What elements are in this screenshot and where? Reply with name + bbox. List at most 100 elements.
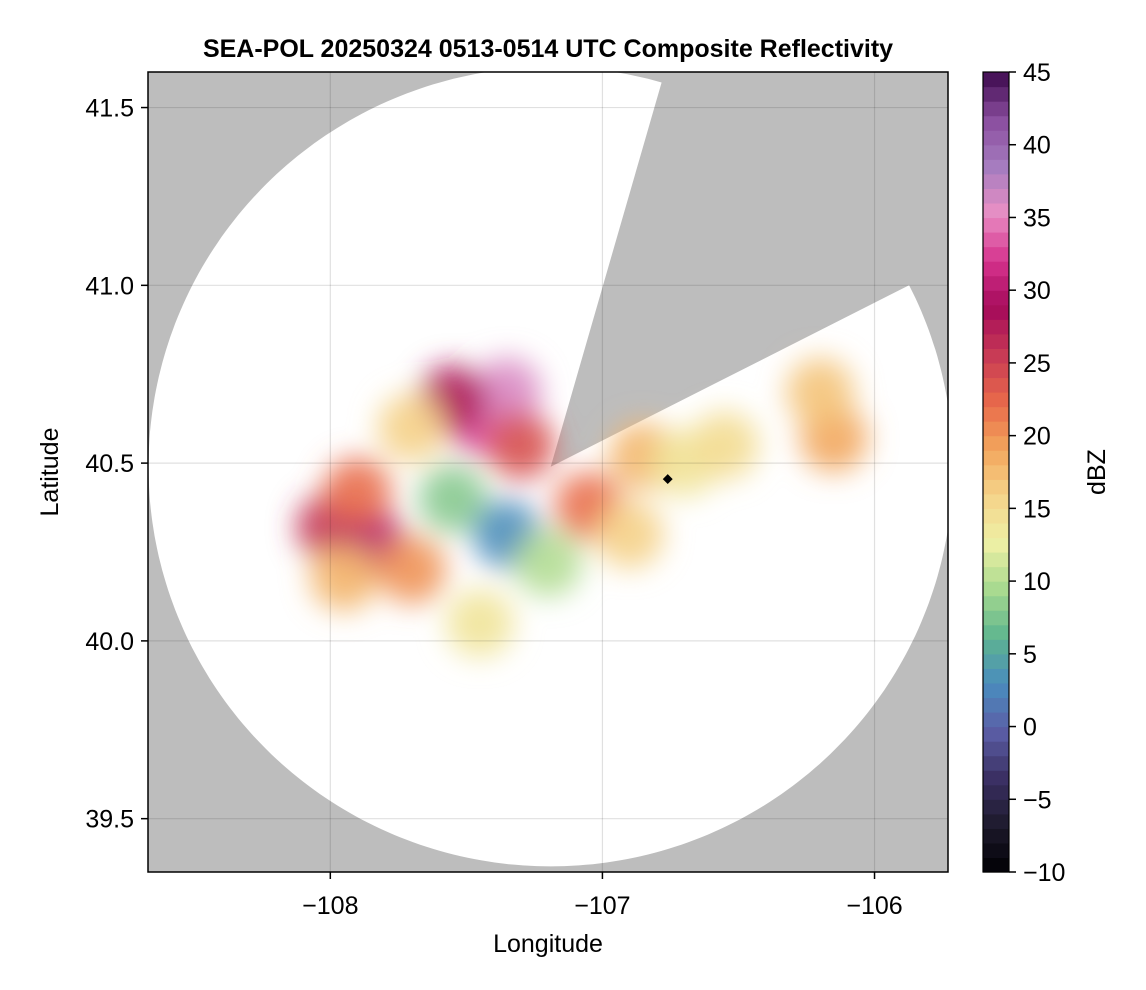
colorbar-segment bbox=[983, 755, 1009, 771]
colorbar-tick-label: 45 bbox=[1023, 59, 1051, 87]
colorbar-label: dBZ bbox=[1083, 449, 1111, 495]
grid-lines bbox=[148, 72, 948, 872]
colorbar-segment bbox=[983, 813, 1009, 829]
colorbar-segment bbox=[983, 188, 1009, 204]
colorbar-segment bbox=[983, 537, 1009, 553]
colorbar-tick-label: 10 bbox=[1023, 568, 1051, 596]
radar-coverage-area bbox=[148, 72, 948, 867]
echo-point bbox=[473, 358, 542, 426]
echo-point bbox=[323, 457, 392, 526]
y-tick-label: 40.0 bbox=[85, 628, 134, 656]
colorbar-segment bbox=[983, 464, 1009, 480]
echo-point bbox=[309, 542, 378, 611]
colorbar-segment bbox=[983, 246, 1009, 262]
colorbar-segment bbox=[983, 362, 1009, 379]
chart-title: SEA-POL 20250324 0513-0514 UTC Composite… bbox=[203, 35, 893, 63]
colorbar-ticks: −10 −5 0 5 10 15 20 25 30 35 40 45 bbox=[1009, 59, 1065, 887]
y-tick-label: 39.5 bbox=[85, 806, 134, 834]
echo-point bbox=[690, 411, 759, 480]
x-tick-label: −106 bbox=[846, 892, 902, 920]
colorbar-segment bbox=[983, 144, 1009, 160]
colorbar-segment bbox=[983, 435, 1009, 451]
colorbar-segment bbox=[983, 217, 1009, 233]
colorbar-segment bbox=[983, 406, 1009, 422]
colorbar-segment bbox=[983, 348, 1009, 364]
colorbar-segment bbox=[983, 392, 1009, 408]
colorbar-segment bbox=[983, 173, 1009, 189]
colorbar-segment bbox=[983, 522, 1009, 539]
colorbar-segment bbox=[983, 304, 1009, 320]
colorbar-segment bbox=[983, 639, 1009, 655]
colorbar-segment bbox=[983, 857, 1009, 873]
plot-frame bbox=[147, 71, 949, 873]
x-axis-ticks: −108 −107 −106 bbox=[302, 872, 903, 920]
colorbar-segment bbox=[983, 595, 1009, 611]
colorbar bbox=[982, 71, 1010, 873]
colorbar-segment bbox=[983, 712, 1009, 728]
echo-layer bbox=[296, 358, 868, 658]
colorbar-segment bbox=[983, 770, 1009, 786]
colorbar-segment bbox=[983, 552, 1009, 568]
colorbar-tick-label: 25 bbox=[1023, 350, 1051, 378]
colorbar-segment bbox=[983, 421, 1009, 437]
plot-area bbox=[148, 72, 948, 872]
colorbar-segment bbox=[983, 86, 1009, 102]
colorbar-segment bbox=[983, 610, 1009, 626]
colorbar-segment bbox=[983, 450, 1009, 466]
echo-point bbox=[445, 589, 514, 658]
colorbar-segment bbox=[983, 581, 1009, 597]
echo-point bbox=[377, 393, 446, 462]
colorbar-segment bbox=[983, 682, 1009, 699]
colorbar-tick-label: 0 bbox=[1023, 714, 1037, 742]
site-marker bbox=[662, 474, 673, 485]
y-tick-label: 41.0 bbox=[85, 272, 134, 300]
colorbar-segment bbox=[983, 275, 1009, 291]
echo-point bbox=[486, 411, 555, 480]
colorbar-segment bbox=[983, 101, 1009, 117]
colorbar-segment bbox=[983, 784, 1009, 800]
x-tick-label: −107 bbox=[574, 892, 630, 920]
colorbar-segment bbox=[983, 202, 1009, 219]
colorbar-segment bbox=[983, 319, 1009, 335]
echo-point bbox=[786, 358, 855, 426]
colorbar-segment bbox=[983, 799, 1009, 815]
colorbar-segment bbox=[983, 493, 1009, 509]
colorbar-segment bbox=[983, 159, 1009, 175]
y-axis-label: Latitude bbox=[36, 428, 64, 517]
y-axis-ticks: 39.5 40.0 40.5 41.0 41.5 bbox=[85, 95, 148, 834]
colorbar-segment bbox=[983, 479, 1009, 495]
colorbar-segment bbox=[983, 726, 1009, 742]
y-tick-label: 40.5 bbox=[85, 450, 134, 478]
colorbar-tick-label: 35 bbox=[1023, 204, 1051, 232]
colorbar-segment bbox=[983, 842, 1009, 859]
colorbar-segment bbox=[983, 624, 1009, 640]
colorbar-tick-label: −5 bbox=[1023, 786, 1052, 814]
colorbar-segment bbox=[983, 130, 1009, 146]
colorbar-segment bbox=[983, 741, 1009, 757]
colorbar-segment bbox=[983, 290, 1009, 306]
colorbar-segment bbox=[983, 232, 1009, 248]
echo-point bbox=[418, 464, 487, 533]
colorbar-segment bbox=[983, 115, 1009, 131]
colorbar-frame bbox=[982, 71, 1010, 873]
echo-point bbox=[377, 535, 446, 604]
x-tick-label: −108 bbox=[302, 892, 358, 920]
colorbar-segment bbox=[983, 668, 1009, 684]
colorbar-tick-label: 40 bbox=[1023, 132, 1051, 160]
y-tick-label: 41.5 bbox=[85, 95, 134, 123]
colorbar-tick-label: −10 bbox=[1023, 859, 1065, 887]
colorbar-tick-label: 15 bbox=[1023, 495, 1051, 523]
colorbar-segment bbox=[983, 333, 1009, 349]
colorbar-segment bbox=[983, 508, 1009, 524]
colorbar-segment bbox=[983, 828, 1009, 844]
colorbar-segment bbox=[983, 261, 1009, 277]
colorbar-segment bbox=[983, 653, 1009, 669]
echo-point bbox=[514, 528, 582, 597]
echo-point bbox=[595, 500, 664, 569]
colorbar-segment bbox=[983, 377, 1009, 393]
colorbar-segment bbox=[983, 566, 1009, 582]
x-axis-label: Longitude bbox=[493, 930, 603, 958]
colorbar-tick-label: 5 bbox=[1023, 641, 1037, 669]
